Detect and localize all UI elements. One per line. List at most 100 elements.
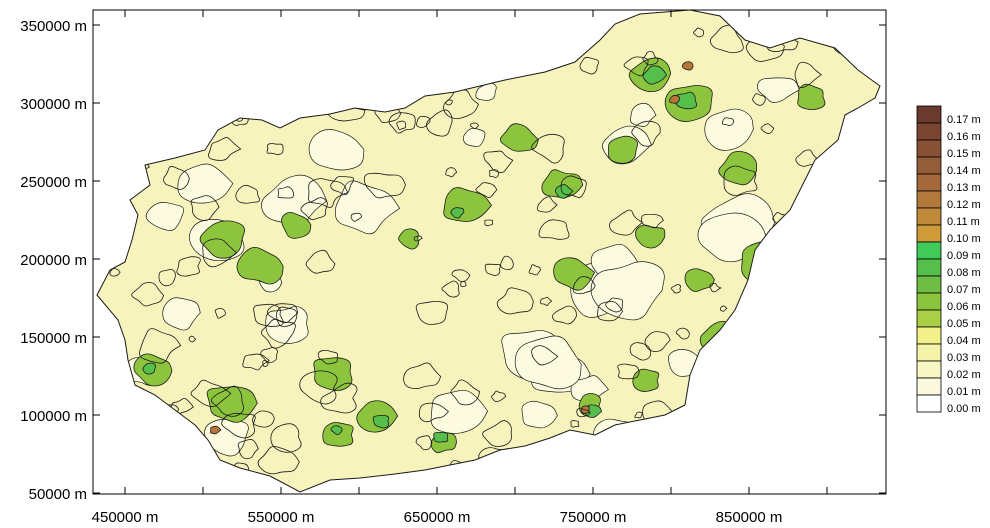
contour-patch — [629, 103, 657, 127]
y-tick-label: 100000 m — [20, 408, 87, 425]
contour-line — [693, 27, 704, 38]
contour-line — [642, 51, 659, 66]
contour-line — [491, 390, 507, 403]
x-tick-label: 750000 m — [560, 509, 627, 526]
contour-line — [570, 420, 580, 428]
contour-patch — [718, 150, 758, 186]
contour-patch — [590, 261, 665, 321]
contour-line — [413, 235, 423, 242]
contour-line — [317, 350, 338, 365]
contour-line — [572, 276, 596, 295]
contour-line — [396, 120, 407, 131]
legend-swatch — [916, 326, 942, 345]
contour-patch — [462, 127, 486, 147]
contour-line — [631, 120, 661, 147]
contour-line — [270, 423, 302, 453]
legend-label: 0.13 m — [947, 182, 981, 194]
contour-line — [202, 238, 238, 268]
x-tick-label: 550000 m — [248, 509, 315, 526]
contour-patch — [430, 389, 489, 434]
legend-swatch — [916, 139, 942, 158]
contour-patch — [398, 228, 419, 250]
contour-line — [237, 439, 259, 460]
contour-line — [445, 167, 458, 178]
contour-patch — [797, 83, 826, 110]
contour-line — [426, 109, 453, 137]
contour-line — [576, 407, 591, 418]
legend-swatch — [916, 360, 942, 379]
contour-patch — [681, 61, 694, 71]
legend-swatch — [916, 394, 942, 413]
legend-swatch — [916, 105, 942, 124]
contour-line — [538, 219, 570, 240]
contour-line — [257, 446, 300, 475]
contour-line — [634, 411, 643, 419]
y-tick-label: 350000 m — [20, 18, 87, 35]
contour-line — [320, 382, 358, 414]
legend-label: 0.08 m — [947, 267, 981, 279]
contour-line — [794, 61, 822, 88]
contour-line — [579, 56, 599, 75]
legend-swatch — [916, 207, 942, 226]
contour-line — [139, 328, 182, 364]
legend-label: 0.10 m — [947, 233, 981, 245]
contour-line — [722, 117, 735, 127]
contour-line — [242, 353, 270, 371]
legend-label: 0.17 m — [947, 114, 981, 126]
contour-patch — [669, 94, 680, 104]
contour-patch — [145, 202, 184, 231]
contour-line — [469, 122, 479, 129]
contour-patch — [261, 174, 328, 226]
contour-line — [266, 143, 284, 155]
contour-line — [484, 263, 501, 276]
contour-patch — [433, 431, 449, 443]
contour-line — [388, 112, 416, 134]
legend-label: 0.11 m — [947, 216, 980, 228]
contour-line — [540, 296, 553, 306]
legend-swatch — [916, 343, 942, 362]
contour-line — [158, 268, 176, 287]
x-axis-labels: 450000 m 550000 m 650000 m 750000 m 8500… — [92, 509, 783, 526]
contour-patch — [608, 135, 638, 164]
contour-line — [617, 363, 640, 380]
contour-patch — [210, 425, 222, 435]
color-legend: 0.17 m 0.16 m 0.15 m 0.14 m 0.13 m 0.12 m 0.11… — [916, 105, 981, 415]
contour-line — [644, 331, 671, 352]
contour-patch — [757, 77, 800, 103]
legend-swatch — [916, 292, 942, 311]
contour-line — [528, 264, 542, 276]
contour-line — [252, 410, 275, 428]
contour-patch — [450, 207, 465, 219]
legend-swatch — [916, 224, 942, 243]
x-tick-label: 650000 m — [404, 509, 471, 526]
contour-line — [300, 197, 328, 220]
legend-label: 0.12 m — [947, 199, 981, 211]
legend-swatch — [916, 309, 942, 328]
contour-line — [482, 420, 512, 447]
legend-swatch — [916, 173, 942, 192]
contour-patch — [281, 211, 312, 239]
contour-line — [536, 196, 558, 213]
contour-patch — [514, 335, 582, 390]
contour-line — [752, 93, 766, 106]
contour-line — [163, 166, 190, 190]
contour-line — [709, 282, 722, 293]
legend-label: 0.15 m — [947, 148, 981, 160]
contour-line — [597, 301, 624, 322]
legend-label: 0.06 m — [947, 301, 981, 313]
legend-label: 0.04 m — [947, 335, 981, 347]
contour-line — [415, 435, 433, 451]
contour-line — [552, 305, 577, 325]
y-tick-label: 150000 m — [20, 330, 87, 347]
contour-line — [441, 280, 460, 298]
contour-line — [403, 362, 442, 389]
legend-label: 0.03 m — [947, 352, 981, 364]
legend-label: 0.09 m — [947, 250, 981, 262]
y-tick-label: 200000 m — [20, 252, 87, 269]
contour-patch — [142, 362, 157, 375]
contour-line — [483, 150, 514, 173]
contour-line — [416, 115, 431, 128]
contour-line — [623, 56, 649, 77]
contour-patch — [199, 220, 245, 259]
